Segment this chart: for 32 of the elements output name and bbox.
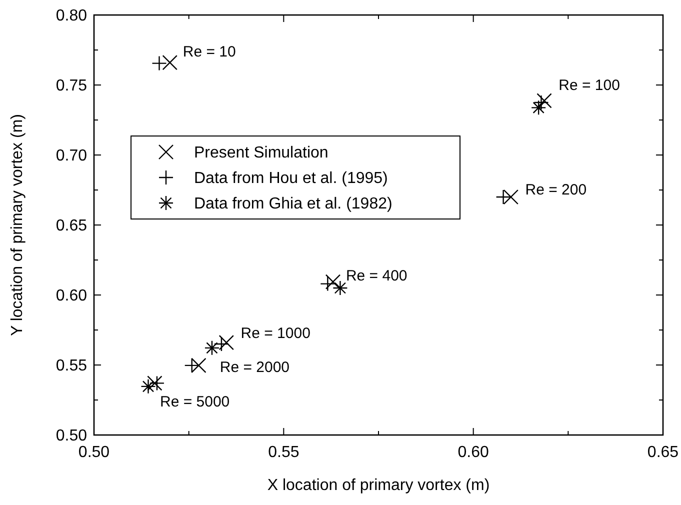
point	[162, 55, 178, 70]
point	[332, 280, 348, 296]
x-tick-label: 0.60	[458, 444, 490, 461]
legend-label: Present Simulation	[194, 144, 328, 162]
y-tick-label: 0.50	[56, 428, 88, 445]
y-tick-label: 0.60	[56, 288, 88, 305]
y-tick-label: 0.75	[56, 78, 88, 95]
point	[503, 189, 518, 205]
x-tick-label: 0.50	[78, 444, 110, 461]
point	[218, 335, 234, 350]
y-tick-label: 0.65	[56, 218, 88, 235]
annotation: Re = 5000	[160, 394, 230, 411]
point	[191, 358, 206, 374]
y-axis-title: Y location of primary vortex (m)	[9, 114, 26, 336]
legend-label: Data from Ghia et al. (1982)	[194, 196, 392, 213]
x-tick-label: 0.55	[268, 444, 300, 461]
x-tick-label: 0.65	[647, 444, 679, 461]
point	[536, 93, 552, 108]
annotation: Re = 2000	[220, 359, 290, 376]
y-tick-label: 0.80	[56, 8, 88, 25]
annotation: Re = 400	[346, 268, 408, 285]
annotation: Re = 10	[182, 43, 236, 60]
legend-label: Data from Hou et al. (1995)	[194, 170, 388, 188]
y-tick-label: 0.70	[56, 148, 88, 165]
annotation: Re = 200	[525, 181, 587, 198]
annotation: Re = 1000	[240, 325, 310, 342]
point	[530, 100, 546, 116]
point	[325, 274, 341, 290]
x-axis-title: X location of primary vortex (m)	[267, 477, 490, 494]
point	[140, 378, 156, 394]
y-tick-label: 0.55	[56, 358, 88, 375]
annotation: Re = 100	[558, 76, 620, 94]
